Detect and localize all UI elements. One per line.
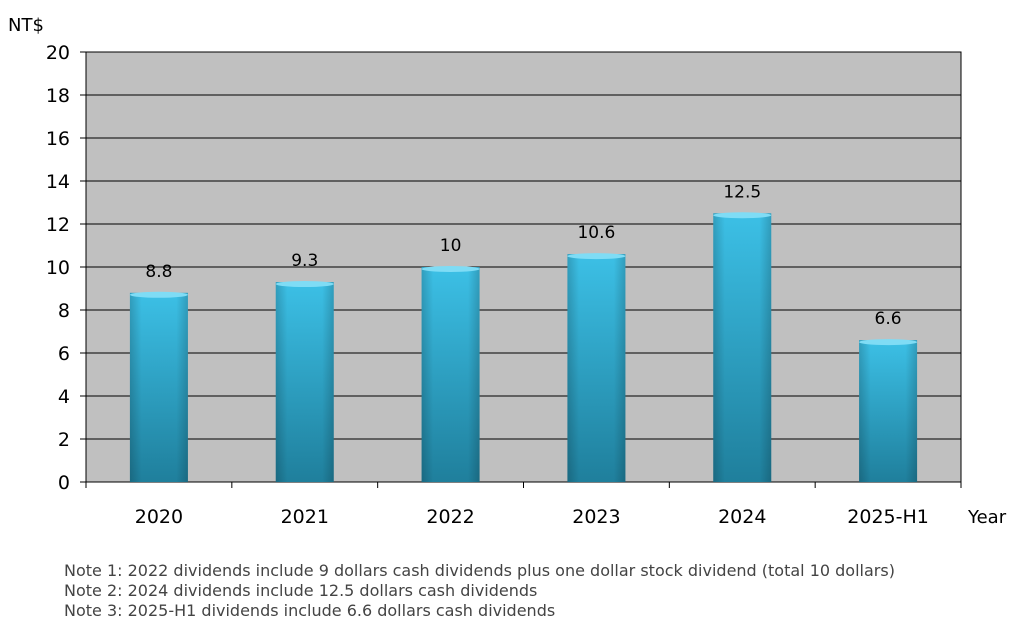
y-tick-label: 0 [58,472,70,494]
x-tick-label: 2020 [135,506,183,528]
bar-2024: 12.5 [713,182,772,482]
data-label: 10 [440,236,462,256]
x-tick-label: 2024 [718,506,766,528]
y-axis-title: NT$ [8,15,44,36]
x-axis-title: Year [967,507,1007,528]
y-tick-label: 8 [58,300,70,322]
gridlines [85,94,962,488]
bar-top-highlight [275,281,334,288]
bars: 8.8 9.3 10 10.6 12.5 6.6 [129,182,918,482]
x-tick-label: 2021 [281,506,329,528]
bar-shading [859,340,918,482]
bar-top-highlight [713,212,772,219]
note-2: Note 2: 2024 dividends include 12.5 doll… [64,581,538,600]
dividend-bar-chart: 0 2 4 6 8 10 12 14 16 18 20 8.8 9.3 10 10.6 12.5 6.6 20… [8,15,1007,528]
note-3: Note 3: 2025-H1 dividends include 6.6 do… [64,601,556,620]
bar-2023: 10.6 [567,223,626,482]
x-tick-label: 2023 [572,506,620,528]
y-tick-label: 4 [58,386,70,408]
data-label: 9.3 [291,251,318,271]
bar-top-highlight [567,253,626,260]
y-tick-label: 12 [46,214,70,236]
bar-top-highlight [421,266,480,272]
data-label: 10.6 [577,223,615,243]
note-1: Note 1: 2022 dividends include 9 dollars… [64,561,895,580]
bar-shading [129,292,188,482]
bar-shading [275,282,334,482]
y-tick-label: 6 [58,343,70,365]
y-tick-label: 20 [46,42,70,64]
bar-2020: 8.8 [129,262,188,482]
y-tick-label: 18 [46,85,70,107]
data-label: 8.8 [145,262,172,282]
x-tick-label: 2022 [426,506,474,528]
y-tick-label: 14 [46,171,70,193]
bar-2022: 10 [421,236,480,482]
x-axis-labels: 2020 2021 2022 2023 2024 2025-H1 [135,506,929,528]
x-tick-label: 2025-H1 [847,506,929,528]
y-tick-label: 10 [46,257,70,279]
bar-2025-H1: 6.6 [859,309,918,482]
bar-shading [567,254,626,482]
y-tick-label: 2 [58,429,70,451]
bar-shading [421,267,480,482]
bar-2021: 9.3 [275,251,334,482]
bar-top-highlight [129,291,188,298]
bar-top-highlight [859,339,918,346]
data-label: 12.5 [723,182,761,202]
bar-shading [713,213,772,482]
y-tick-label: 16 [46,128,70,150]
footnotes: Note 1: 2022 dividends include 9 dollars… [64,561,895,621]
y-axis-ticks: 0 2 4 6 8 10 12 14 16 18 20 [46,42,86,494]
data-label: 6.6 [875,309,902,329]
